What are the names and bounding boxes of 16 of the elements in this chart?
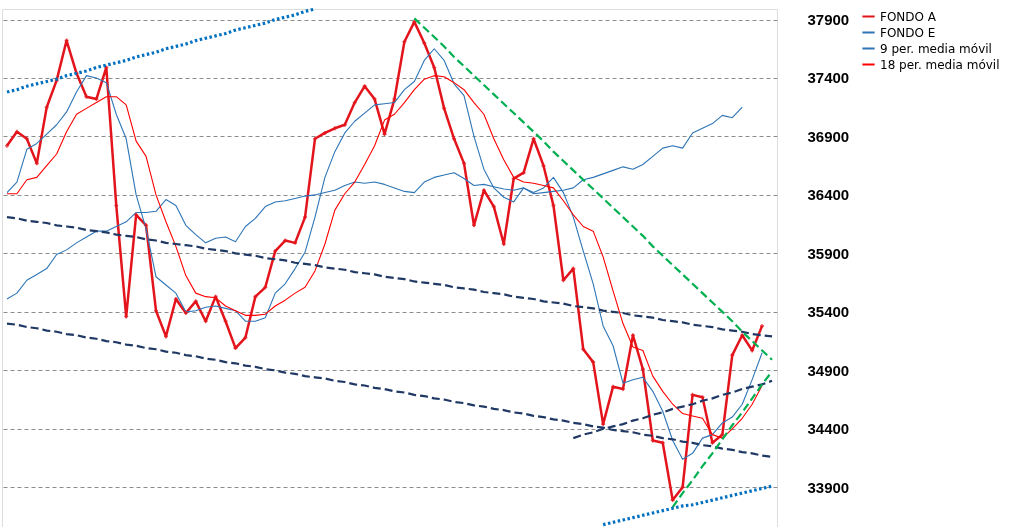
y-tick-label: 37900 <box>807 11 850 29</box>
y-tick-label: 35900 <box>807 244 850 262</box>
legend-label: 18 per. media móvil <box>880 57 1000 72</box>
y-tick-label: 37400 <box>807 69 850 87</box>
line-series <box>413 17 774 361</box>
y-tick-label: 34900 <box>807 361 850 379</box>
legend-label: FONDO A <box>880 9 937 24</box>
line-series <box>5 216 774 338</box>
y-tick-label: 36400 <box>807 186 850 204</box>
y-tick-label: 33900 <box>807 478 850 496</box>
line-series <box>601 484 774 527</box>
legend-label: FONDO E <box>880 25 936 40</box>
y-tick-label: 36900 <box>807 127 850 145</box>
y-tick-label: 35400 <box>807 303 850 321</box>
y-tick-label: 34400 <box>807 420 850 438</box>
legend-label: 9 per. media móvil <box>880 41 992 56</box>
